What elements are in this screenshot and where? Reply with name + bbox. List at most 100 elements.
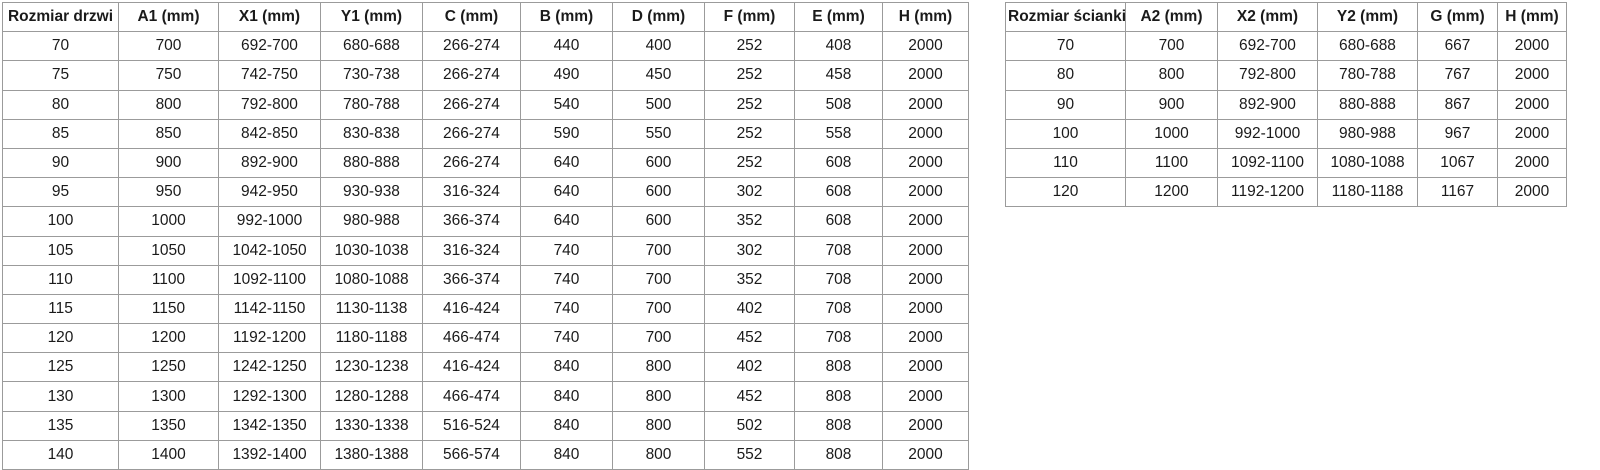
doors-table-cell: 2000 (882, 89, 969, 120)
doors-table-cell: 452 (704, 381, 795, 412)
doors-table-cell: 516-524 (422, 410, 521, 441)
doors-table-cell: 100 (2, 206, 119, 237)
walls-table-cell: 867 (1417, 89, 1498, 120)
doors-table-cell: 708 (794, 235, 883, 266)
doors-column-header: Y1 (mm) (320, 1, 423, 33)
doors-table-cell: 830-838 (320, 118, 423, 149)
doors-table-cell: 600 (612, 147, 705, 179)
doors-table-cell: 466-474 (422, 323, 521, 354)
doors-table-cell: 780-788 (320, 89, 423, 120)
doors-table-cell: 700 (612, 264, 705, 295)
doors-table-row: 70 700 692-700 680-688 266-274 440 400 252 408 20… (2, 31, 969, 62)
doors-table-cell: 700 (612, 293, 705, 325)
doors-table-cell: 352 (704, 206, 795, 237)
doors-table-cell: 500 (612, 89, 705, 120)
doors-table-row: 115 1150 1142-1150 1130-1138 416-424 740 700 40… (2, 293, 969, 325)
doors-table-cell: 1042-1050 (218, 235, 321, 266)
walls-table-cell: 767 (1417, 60, 1498, 91)
doors-table-cell: 708 (794, 264, 883, 295)
walls-table-cell: 2000 (1497, 177, 1567, 208)
walls-table-cell: 980-988 (1317, 118, 1418, 149)
doors-table-cell: 402 (704, 293, 795, 325)
doors-table-row: 75 750 742-750 730-738 266-274 490 450 252 458 20… (2, 60, 969, 91)
walls-table-cell: 680-688 (1317, 31, 1418, 62)
doors-table-cell: 800 (118, 89, 219, 120)
doors-table-cell: 942-950 (218, 177, 321, 208)
doors-table-row: 135 1350 1342-1350 1330-1338 516-524 840 800 50… (2, 410, 969, 441)
doors-table-cell: 75 (2, 60, 119, 91)
walls-table-cell: 1092-1100 (1217, 147, 1318, 179)
doors-table-cell: 1192-1200 (218, 323, 321, 354)
doors-table-cell: 95 (2, 177, 119, 208)
doors-table-cell: 692-700 (218, 31, 321, 62)
doors-table-cell: 808 (794, 352, 883, 383)
walls-table-row: 90 900 892-900 880-888 867 2000 (1005, 89, 1567, 120)
doors-table-cell: 750 (118, 60, 219, 91)
walls-table-cell: 880-888 (1317, 89, 1418, 120)
walls-column-header: Y2 (mm) (1317, 1, 1418, 33)
walls-table-cell: 2000 (1497, 31, 1567, 62)
walls-table-cell: 70 (1005, 31, 1126, 62)
doors-table-cell: 1342-1350 (218, 410, 321, 441)
doors-table-cell: 1400 (118, 439, 219, 470)
doors-table-cell: 740 (520, 293, 613, 325)
doors-table-cell: 70 (2, 31, 119, 62)
doors-header-row: Rozmiar drzwi A1 (mm) X1 (mm) Y1 (mm) C (mm)… (2, 1, 969, 33)
doors-table-cell: 266-274 (422, 147, 521, 179)
doors-table-cell: 252 (704, 147, 795, 179)
doors-table-cell: 490 (520, 60, 613, 91)
walls-table-cell: 100 (1005, 118, 1126, 149)
doors-table-cell: 840 (520, 352, 613, 383)
doors-table-cell: 458 (794, 60, 883, 91)
doors-table-cell: 2000 (882, 235, 969, 266)
doors-table-cell: 800 (612, 410, 705, 441)
doors-table-row: 140 1400 1392-1400 1380-1388 566-574 840 800 55… (2, 439, 969, 470)
doors-table-cell: 1130-1138 (320, 293, 423, 325)
doors-table-cell: 1030-1038 (320, 235, 423, 266)
doors-column-header: E (mm) (794, 1, 883, 33)
doors-table-cell: 125 (2, 352, 119, 383)
walls-table-row: 80 800 792-800 780-788 767 2000 (1005, 60, 1567, 91)
walls-table-cell: 90 (1005, 89, 1126, 120)
doors-table-row: 110 1100 1092-1100 1080-1088 366-374 740 700 35… (2, 264, 969, 295)
doors-table-cell: 840 (520, 381, 613, 412)
doors-table-cell: 1292-1300 (218, 381, 321, 412)
doors-table-cell: 730-738 (320, 60, 423, 91)
doors-table-cell: 105 (2, 235, 119, 266)
doors-table-cell: 840 (520, 439, 613, 470)
doors-table-row: 105 1050 1042-1050 1030-1038 316-324 740 700 30… (2, 235, 969, 266)
walls-table-cell: 1080-1088 (1317, 147, 1418, 179)
doors-table-cell: 540 (520, 89, 613, 120)
walls-table-head: Rozmiar ścianki A2 (mm) X2 (mm) Y2 (mm) G (m… (1005, 1, 1567, 33)
doors-table-cell: 2000 (882, 439, 969, 470)
doors-table-cell: 1330-1338 (320, 410, 423, 441)
doors-table-cell: 130 (2, 381, 119, 412)
doors-column-header: Rozmiar drzwi (2, 1, 119, 33)
doors-table-cell: 252 (704, 31, 795, 62)
doors-table-cell: 450 (612, 60, 705, 91)
doors-table-cell: 808 (794, 410, 883, 441)
walls-table-cell: 692-700 (1217, 31, 1318, 62)
doors-table-cell: 416-424 (422, 293, 521, 325)
doors-table-cell: 842-850 (218, 118, 321, 149)
doors-table-cell: 2000 (882, 293, 969, 325)
doors-table-cell: 740 (520, 264, 613, 295)
doors-column-header: F (mm) (704, 1, 795, 33)
doors-table-cell: 408 (794, 31, 883, 62)
doors-table-cell: 608 (794, 147, 883, 179)
doors-table-cell: 700 (612, 235, 705, 266)
walls-table-cell: 80 (1005, 60, 1126, 91)
doors-table-cell: 502 (704, 410, 795, 441)
walls-table-cell: 700 (1125, 31, 1218, 62)
walls-table-cell: 2000 (1497, 60, 1567, 91)
doors-table-cell: 2000 (882, 381, 969, 412)
doors-table-cell: 900 (118, 147, 219, 179)
walls-table-cell: 800 (1125, 60, 1218, 91)
doors-table-cell: 880-888 (320, 147, 423, 179)
walls-table-row: 100 1000 992-1000 980-988 967 2000 (1005, 118, 1567, 149)
doors-table-row: 130 1300 1292-1300 1280-1288 466-474 840 800 45… (2, 381, 969, 412)
doors-column-header: A1 (mm) (118, 1, 219, 33)
doors-table-cell: 316-324 (422, 177, 521, 208)
walls-table-cell: 667 (1417, 31, 1498, 62)
doors-table-row: 120 1200 1192-1200 1180-1188 466-474 740 700 45… (2, 323, 969, 354)
